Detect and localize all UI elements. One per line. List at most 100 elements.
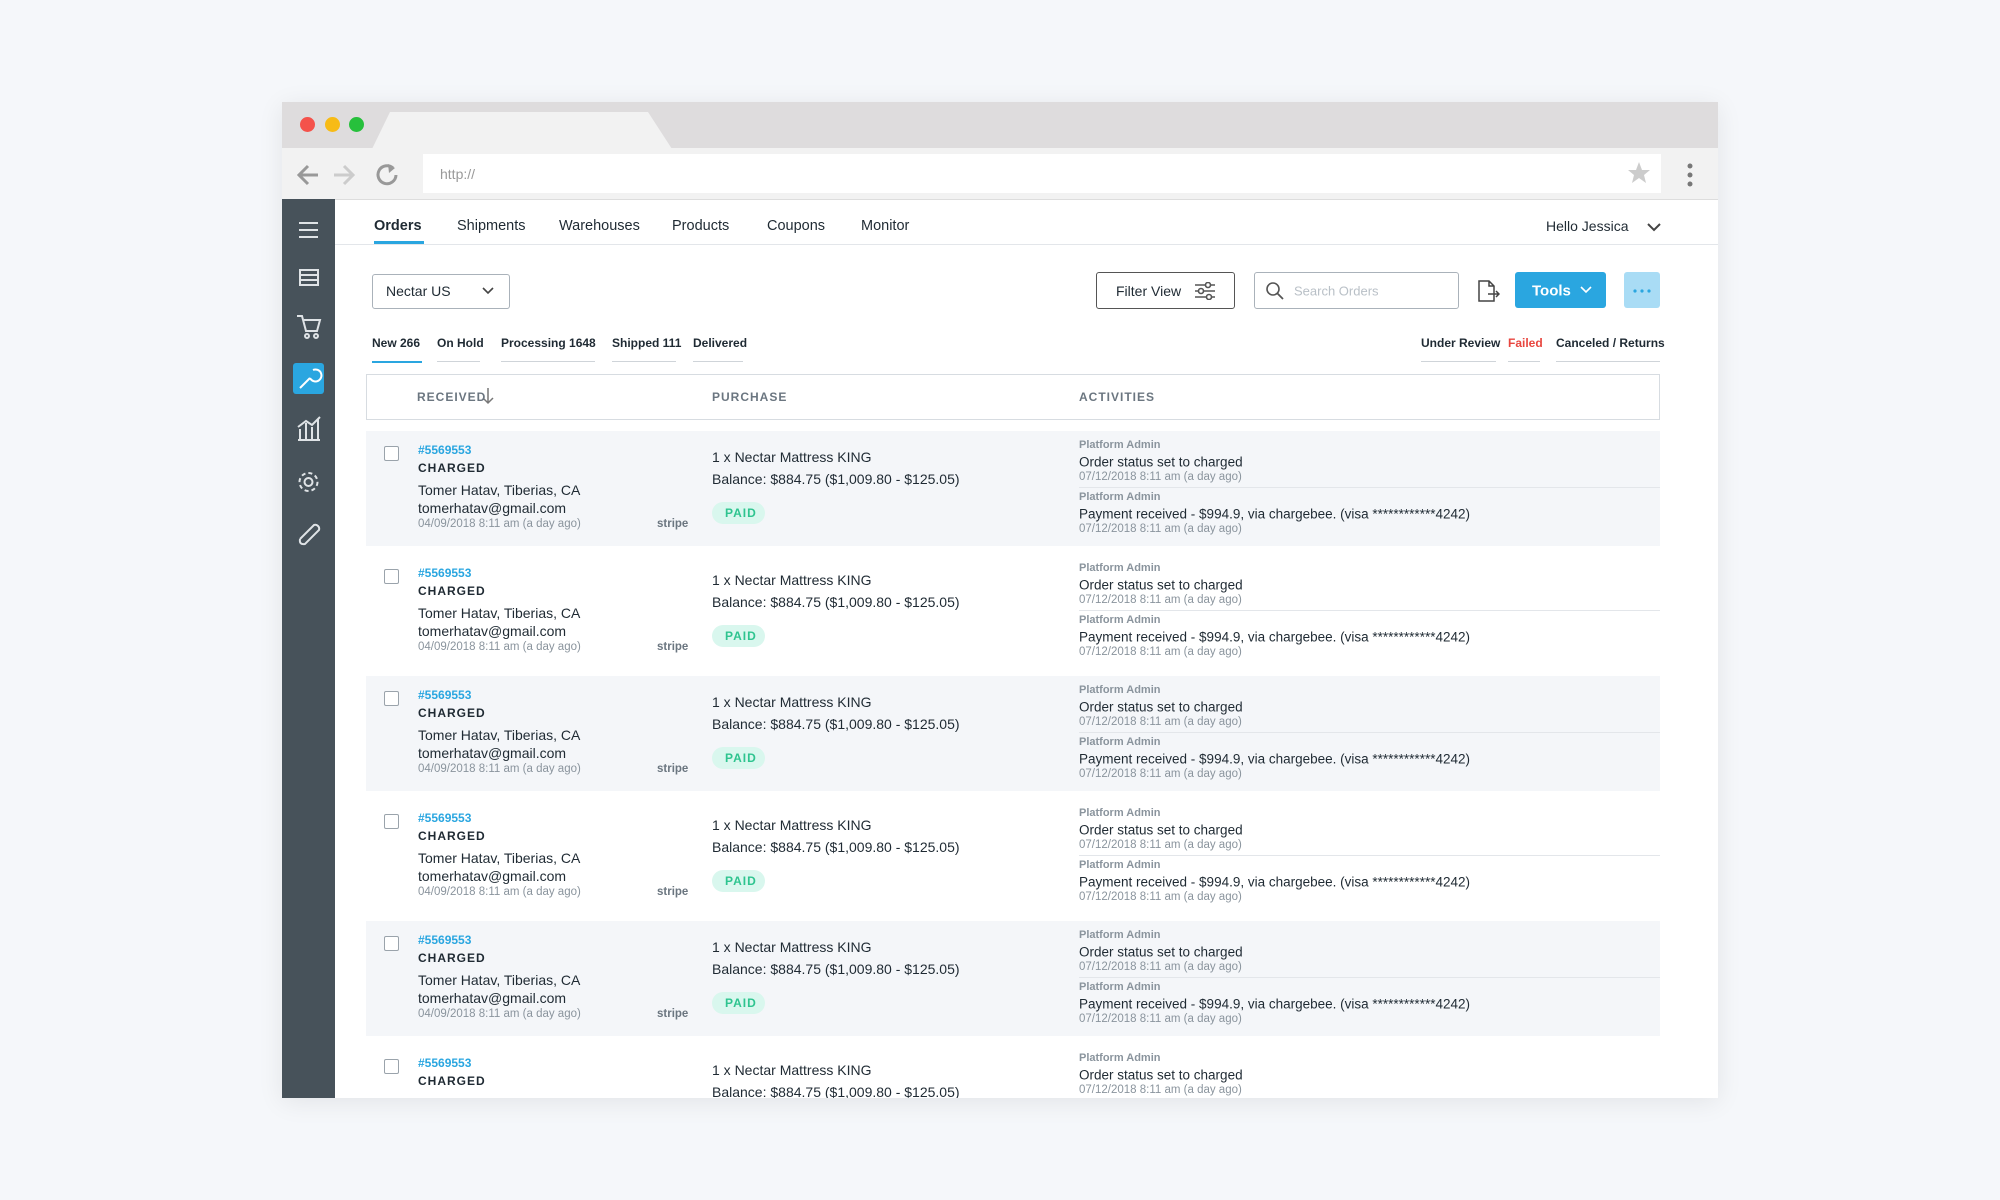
balance: Balance: $884.75 ($1,009.80 - $125.05) [712,838,960,855]
nav-tab[interactable]: Monitor [861,218,910,234]
order-date: 04/09/2018 8:11 am (a day ago) [418,1008,581,1020]
activity-date: 07/12/2018 8:11 am (a day ago) [1079,890,1242,903]
row-checkbox[interactable] [384,691,399,706]
filter-button[interactable] [1096,272,1235,309]
row-checkbox[interactable] [384,936,399,951]
order-status: CHARGED [418,461,486,475]
activity-text: Order status set to charged [1079,944,1243,960]
nav-tab[interactable]: Orders [374,218,422,234]
status-underline [372,361,422,363]
status-tab[interactable]: Shipped 111 [612,336,682,350]
url-field[interactable] [423,154,1661,193]
activity-text: Payment received - $994.9, via chargebee… [1079,629,1470,644]
store-select[interactable] [372,274,510,309]
bookmark-star[interactable] [1627,161,1651,185]
tools-button[interactable] [1515,272,1606,308]
gateway: stripe [657,885,689,898]
app: Nectar US Filter View Search Orders Tool… [282,102,1718,1098]
user-chevron[interactable] [1646,222,1662,232]
tab[interactable] [372,112,692,149]
activity-actor: Platform Admin [1079,858,1161,871]
tools-chevron [1580,286,1592,294]
payment-status: PAID [725,873,757,888]
item: 1 x Nectar Mattress KING [712,939,872,955]
order-row [366,431,1660,546]
activity-text: Payment received - $994.9, via chargebee… [1079,996,1470,1012]
status-underline [1421,361,1496,362]
status-underline [1508,361,1540,362]
row-checkbox[interactable] [384,446,399,461]
activity-actor: Platform Admin [1079,439,1161,451]
activity-divider [1079,609,1660,611]
order-number[interactable]: #5569553 [418,933,472,947]
status-underline [501,361,595,362]
nav-buttons[interactable] [296,160,406,190]
nav-divider [335,244,1718,245]
order-number[interactable]: #5569553 [418,565,472,580]
gateway: stripe [657,518,689,530]
user-greeting[interactable]: Hello Jessica [1546,218,1629,234]
activity-text: Order status set to charged [1079,1067,1243,1082]
email: tomerhatav@gmail.com [418,622,567,639]
activity-actor: Platform Admin [1079,684,1161,696]
status-tab[interactable]: Canceled / Returns [1556,336,1665,350]
order-row [366,676,1660,791]
status-tab[interactable]: New 266 [372,336,421,350]
activity-text: Payment received - $994.9, via chargebee… [1079,874,1470,889]
gateway: stripe [657,640,689,653]
nav-tab[interactable]: Coupons [767,218,826,234]
activity-date: 07/12/2018 8:11 am (a day ago) [1079,593,1242,606]
activity-date: 07/12/2018 8:11 am (a day ago) [1079,768,1242,780]
minimize-button[interactable] [325,117,340,132]
balance: Balance: $884.75 ($1,009.80 - $125.05) [712,593,960,610]
maximize-button[interactable] [349,117,364,132]
gateway: stripe [657,1008,689,1020]
status-tab[interactable]: Under Review [1421,336,1501,350]
tools-text: Tools [1532,282,1571,300]
activity-actor: Platform Admin [1079,736,1161,748]
row-checkbox[interactable] [384,813,399,829]
sort-arrow[interactable] [482,387,494,405]
status-tab[interactable]: Delivered [693,336,748,350]
activity-text: Order status set to charged [1079,577,1243,592]
activity-date: 07/12/2018 8:11 am (a day ago) [1079,471,1242,483]
customer: Tomer Hatav, Tiberias, CA [418,849,581,866]
activity-date: 07/12/2018 8:11 am (a day ago) [1079,716,1242,728]
search-field[interactable] [1254,272,1459,309]
nav-tab[interactable]: Warehouses [559,218,640,234]
browser-menu[interactable] [1685,162,1695,188]
status-tab[interactable]: Failed [1508,336,1543,350]
more-dots [1633,289,1651,293]
customer: Tomer Hatav, Tiberias, CA [418,604,581,621]
payment-status: PAID [725,628,757,643]
nav-active-underline [374,241,424,244]
status-underline [1556,361,1660,362]
customer: Tomer Hatav, Tiberias, CA [418,482,581,498]
balance: Balance: $884.75 ($1,009.80 - $125.05) [712,471,960,487]
item: 1 x Nectar Mattress KING [712,816,872,833]
status-underline [437,361,480,362]
status-tab[interactable]: Processing 1648 [501,336,596,350]
row-checkbox[interactable] [384,1058,399,1074]
nav-tab[interactable]: Shipments [457,218,526,234]
nav-tab[interactable]: Products [672,218,730,234]
activity-text: Payment received - $994.9, via chargebee… [1079,751,1470,767]
column-header: RECEIVED [417,390,487,404]
filter-icon [1195,282,1215,300]
close-button[interactable] [300,117,315,132]
store-chevron [482,287,494,295]
export-icon[interactable] [1476,279,1500,303]
activity-actor: Platform Admin [1079,806,1161,819]
activity-actor: Platform Admin [1079,1051,1161,1064]
order-number[interactable]: #5569553 [418,688,472,702]
order-number[interactable]: #5569553 [418,810,472,825]
order-number[interactable]: #5569553 [418,443,472,457]
order-number[interactable]: #5569553 [418,1055,472,1070]
status-tab[interactable]: On Hold [437,336,484,350]
row-checkbox[interactable] [384,568,399,584]
activity-date: 07/12/2018 8:11 am (a day ago) [1079,645,1242,658]
sidebar-icons[interactable] [282,199,335,659]
activity-actor: Platform Admin [1079,613,1161,626]
activity-divider [1079,854,1660,856]
